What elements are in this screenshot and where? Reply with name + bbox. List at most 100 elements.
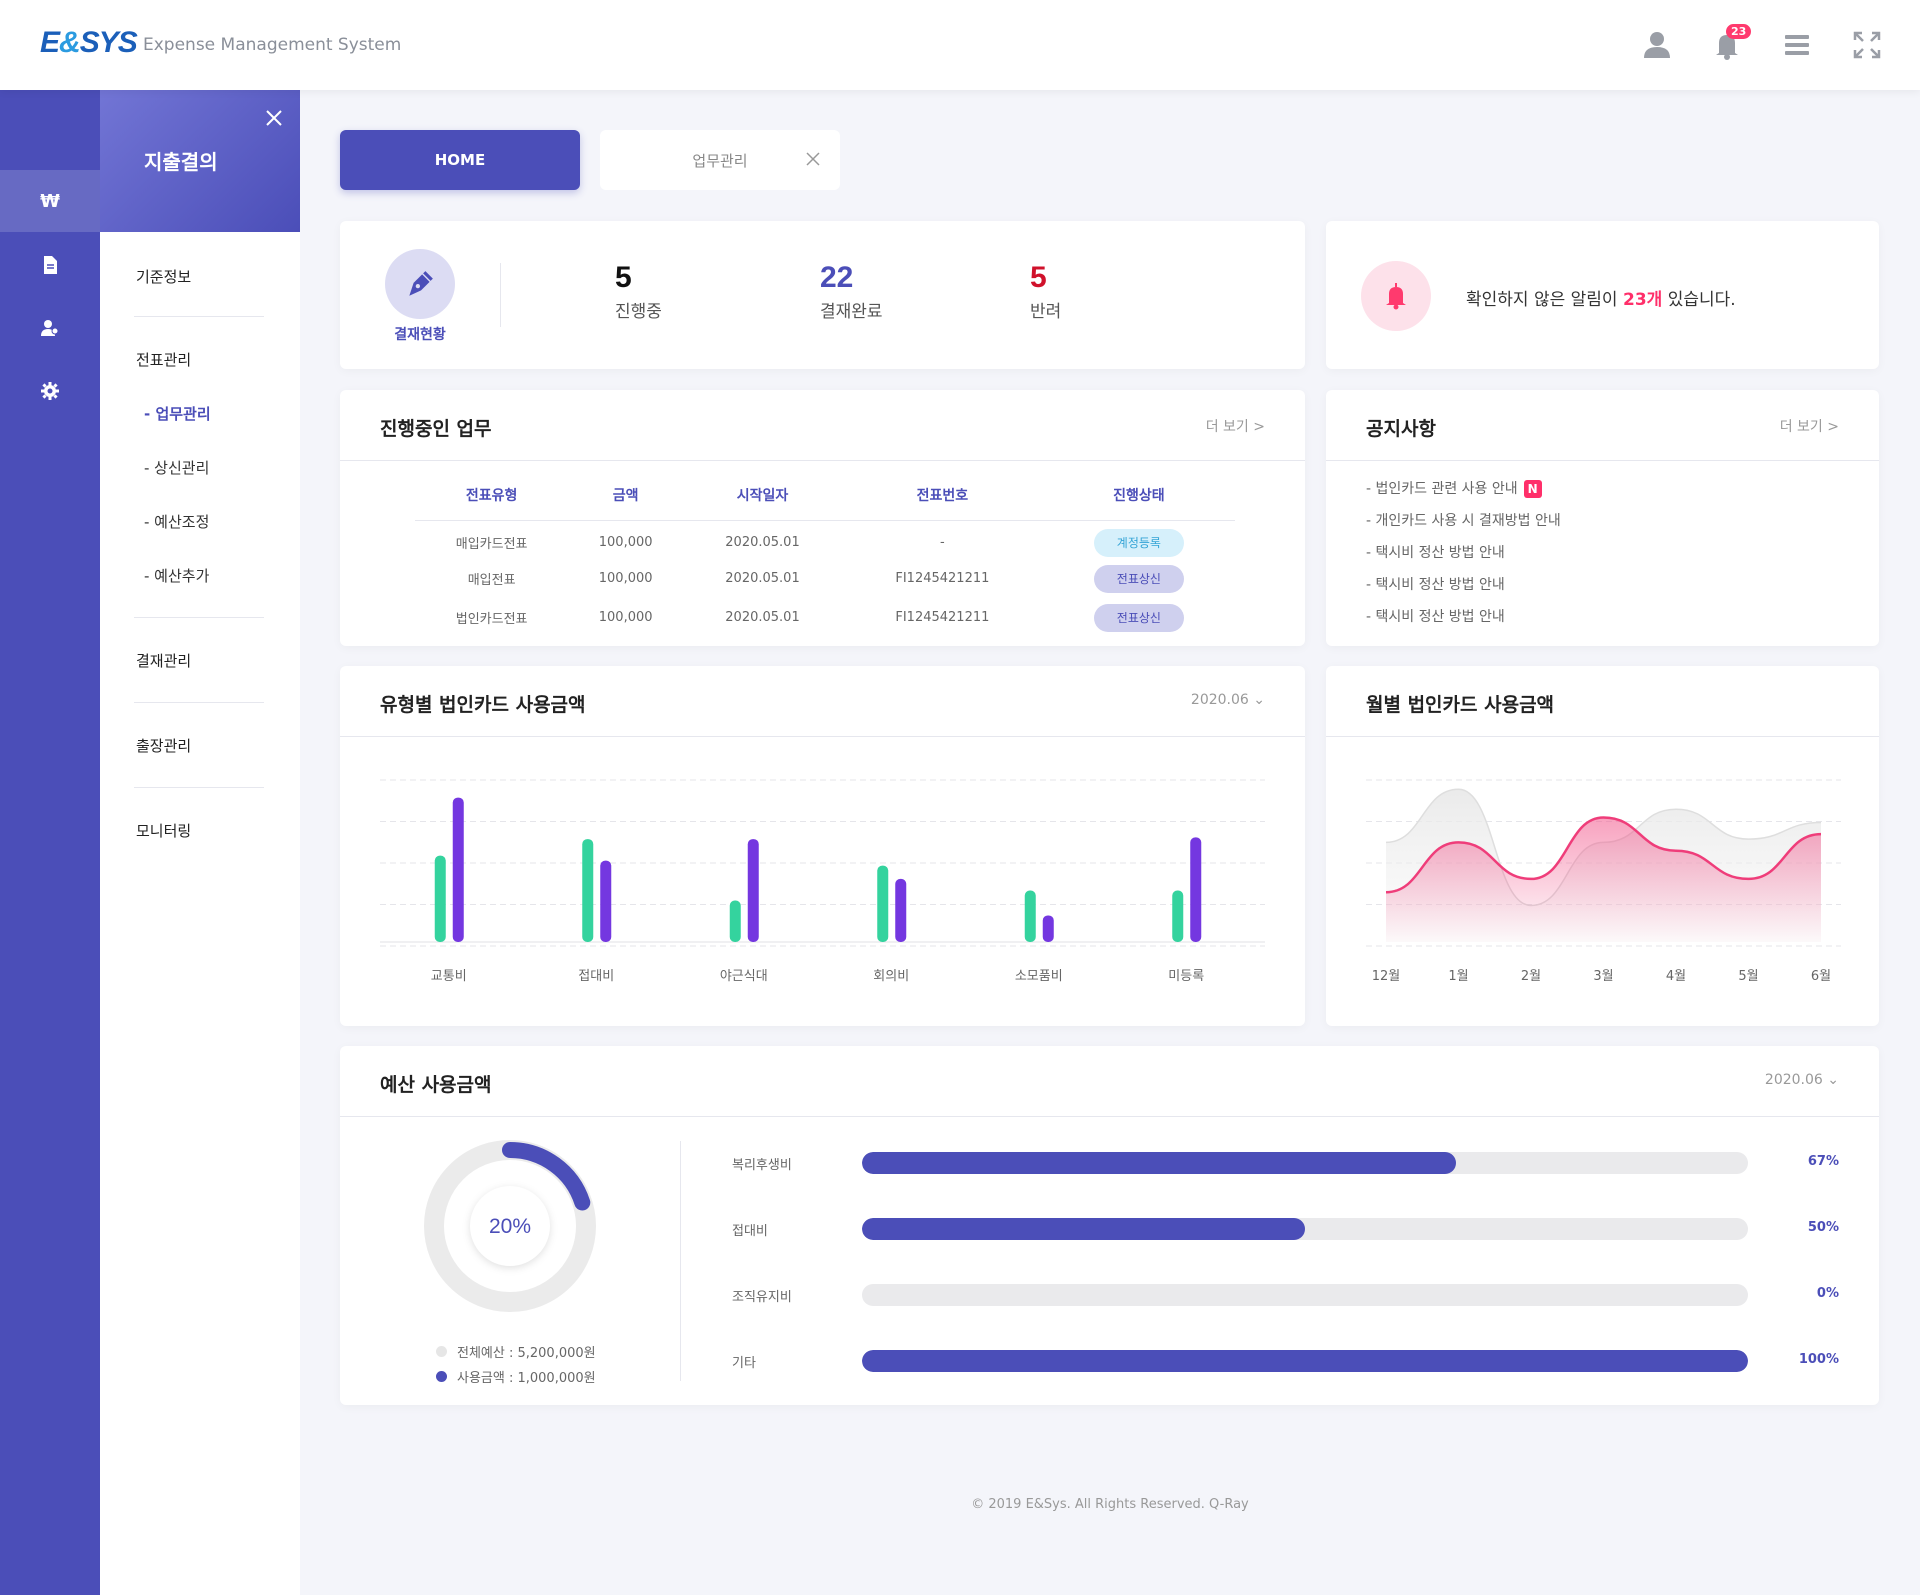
table-row[interactable]: 매입카드전표 100,000 2020.05.01 - 계정등록 <box>415 520 1235 559</box>
rail-users[interactable] <box>0 297 100 359</box>
budget-donut: 20% <box>420 1136 600 1316</box>
series-area <box>1386 817 1821 942</box>
notice-item[interactable]: - 택시비 정산 방법 안내 <box>1366 577 1505 593</box>
logo[interactable]: E&SYS <box>40 26 138 59</box>
more-link[interactable]: 더 보기 > <box>1779 419 1839 435</box>
divider <box>340 736 1305 737</box>
divider <box>680 1141 681 1381</box>
x-tick-label: 2월 <box>1521 969 1541 984</box>
menu-divider <box>134 316 264 317</box>
cell-amount: 100,000 <box>598 610 653 625</box>
status-badge[interactable]: 전표상신 <box>1093 603 1184 632</box>
card-title: 유형별 법인카드 사용금액 <box>380 694 586 716</box>
rail-settings[interactable] <box>0 360 100 422</box>
sub-navigation: 지출결의 기준정보 전표관리 - 업무관리 - 상신관리 - 예산조정 - 예산… <box>100 90 300 1595</box>
budget-bar-fill <box>862 1152 1456 1174</box>
notice-item[interactable]: - 택시비 정산 방법 안내 <box>1366 609 1505 625</box>
fullscreen-icon[interactable] <box>1850 28 1884 62</box>
notice-item[interactable]: - 택시비 정산 방법 안내 <box>1366 545 1505 561</box>
divider <box>340 1116 1879 1117</box>
cell-date: 2020.05.01 <box>725 535 800 551</box>
card-title: 진행중인 업무 <box>380 418 492 440</box>
series-line <box>1385 816 1822 894</box>
menu-monitoring[interactable]: 모니터링 <box>136 822 192 840</box>
period-select[interactable]: 2020.06 ⌄ <box>1190 692 1265 708</box>
bar <box>1042 915 1054 942</box>
stat-completed[interactable]: 22 결재완료 <box>820 261 883 322</box>
menu-icon[interactable] <box>1780 28 1814 62</box>
document-icon <box>44 256 57 274</box>
bell-icon <box>1361 261 1431 331</box>
menu-work-management[interactable]: - 업무관리 <box>144 405 211 423</box>
menu-approval-management[interactable]: 결재관리 <box>136 652 192 670</box>
cell-status: 전표상신 <box>1043 559 1235 598</box>
x-tick-label: 1월 <box>1448 969 1468 984</box>
table-row[interactable]: 매입전표 100,000 2020.05.01 FI1245421211 전표상… <box>415 559 1235 598</box>
cell-number: - <box>940 535 945 551</box>
card-title: 월별 법인카드 사용금액 <box>1366 694 1555 716</box>
more-link[interactable]: 더 보기 > <box>1205 419 1265 435</box>
close-icon[interactable] <box>806 152 820 166</box>
submenu-title: 지출결의 <box>144 150 218 174</box>
rail-expense[interactable]: ₩ <box>0 170 100 232</box>
column-header: 금액 <box>568 470 684 521</box>
card-title: 공지사항 <box>1366 418 1436 440</box>
x-tick-label: 야근식대 <box>720 969 768 984</box>
cell-status: 계정등록 <box>1043 520 1235 559</box>
bar <box>729 900 741 942</box>
menu-budget-add[interactable]: - 예산추가 <box>144 567 210 585</box>
menu-slip-management[interactable]: 전표관리 <box>136 351 192 369</box>
card-title: 예산 사용금액 <box>380 1074 492 1096</box>
budget-bar-track <box>862 1284 1748 1306</box>
pen-icon <box>385 249 455 319</box>
status-badge[interactable]: 계정등록 <box>1093 528 1184 557</box>
stat-in-progress[interactable]: 5 진행중 <box>615 261 662 322</box>
alert-card[interactable]: 확인하지 않은 알림이 23개 있습니다. <box>1326 221 1879 369</box>
column-header: 전표유형 <box>415 470 569 521</box>
divider <box>1326 460 1879 461</box>
stat-number: 22 <box>820 261 854 294</box>
bell-icon[interactable]: 23 <box>1710 24 1752 62</box>
menu-divider <box>134 617 264 618</box>
legend-used: 사용금액 : 1,000,000원 <box>436 1367 596 1386</box>
icon-rail: ₩ <box>0 90 100 1595</box>
tab-work-management[interactable]: 업무관리 <box>600 130 840 190</box>
cell-date: 2020.05.01 <box>725 571 800 586</box>
divider <box>1326 736 1879 737</box>
donut-arc <box>502 1142 591 1211</box>
budget-bar-percent: 67% <box>1807 1154 1839 1169</box>
menu-budget-adjust[interactable]: - 예산조정 <box>144 513 210 531</box>
rail-document[interactable] <box>0 234 100 296</box>
footer-copyright: © 2019 E&Sys. All Rights Reserved. Q-Ray <box>971 1497 1249 1512</box>
tab-home[interactable]: HOME <box>340 130 580 190</box>
stat-rejected[interactable]: 5 반려 <box>1030 261 1061 322</box>
menu-trip-management[interactable]: 출장관리 <box>136 737 192 755</box>
user-icon[interactable] <box>1640 28 1674 62</box>
x-tick-label: 12월 <box>1372 969 1401 984</box>
legend-total: 전체예산 : 5,200,000원 <box>436 1342 596 1361</box>
table-row[interactable]: 법인카드전표 100,000 2020.05.01 FI1245421211 전… <box>415 598 1235 637</box>
period-select[interactable]: 2020.06 ⌄ <box>1764 1072 1839 1088</box>
chevron-down-icon: ⌄ <box>1253 692 1265 708</box>
cell-status: 전표상신 <box>1043 598 1235 637</box>
notice-item[interactable]: - 법인카드 관련 사용 안내 N <box>1366 478 1542 498</box>
notice-item[interactable]: - 개인카드 사용 시 결재방법 안내 <box>1366 513 1561 529</box>
notices-card: 공지사항 더 보기 > - 법인카드 관련 사용 안내 N - 개인카드 사용 시… <box>1326 390 1879 646</box>
bar <box>1024 890 1036 942</box>
close-icon[interactable] <box>264 108 284 128</box>
donut-center <box>470 1186 550 1266</box>
bar <box>747 839 759 942</box>
cell-amount: 100,000 <box>598 535 653 551</box>
users-icon <box>41 320 59 336</box>
won-icon: ₩ <box>40 190 60 212</box>
bar <box>452 797 464 942</box>
donut-percent: 20% <box>489 1215 531 1238</box>
bar <box>434 855 446 942</box>
menu-basic-info[interactable]: 기준정보 <box>136 268 192 286</box>
column-header: 전표번호 <box>841 470 1043 521</box>
menu-submit-management[interactable]: - 상신관리 <box>144 459 210 477</box>
budget-usage-card: 예산 사용금액 2020.06 ⌄ 20% 전체예산 : 5,200,000원 … <box>340 1046 1879 1405</box>
x-tick-label: 회의비 <box>873 969 909 984</box>
budget-bar-label: 접대비 <box>732 1224 768 1239</box>
status-badge[interactable]: 전표상신 <box>1093 564 1184 593</box>
